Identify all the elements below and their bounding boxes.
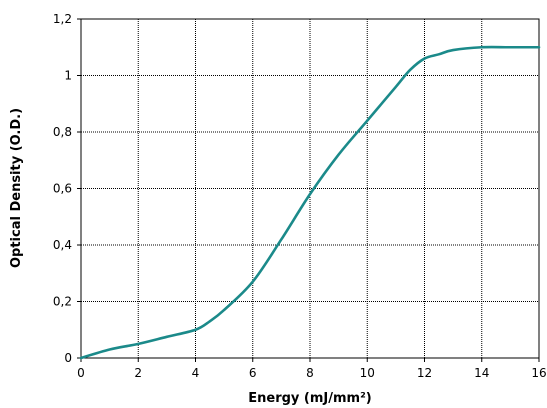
x-tick-label: 4 [192,366,200,380]
y-tick-label: 0,2 [53,295,72,309]
y-tick-label: 1,2 [53,12,72,26]
x-tick-labels: 0 2 4 6 8 10 12 14 16 [77,358,547,380]
x-tick-label: 10 [360,366,375,380]
y-tick-label: 0 [64,351,72,365]
x-tick-label: 6 [249,366,257,380]
y-tick-label: 0,4 [53,238,72,252]
x-tick-label: 14 [474,366,489,380]
y-tick-labels: 0 0,2 0,4 0,6 0,8 1 1,2 [53,12,81,365]
series-group [79,45,541,360]
y-tick-label: 1 [64,69,72,83]
series-line [79,45,541,360]
y-axis-label: Optical Density (O.D.) [9,108,24,268]
x-tick-label: 2 [134,366,142,380]
y-tick-label: 0,8 [53,125,72,139]
x-tick-label: 0 [77,366,85,380]
x-tick-label: 8 [306,366,314,380]
x-axis-label: Energy (mJ/mm²) [248,391,371,406]
grid [81,19,539,358]
x-tick-label: 16 [531,366,546,380]
y-tick-label: 0,6 [53,182,72,196]
x-tick-label: 12 [417,366,432,380]
